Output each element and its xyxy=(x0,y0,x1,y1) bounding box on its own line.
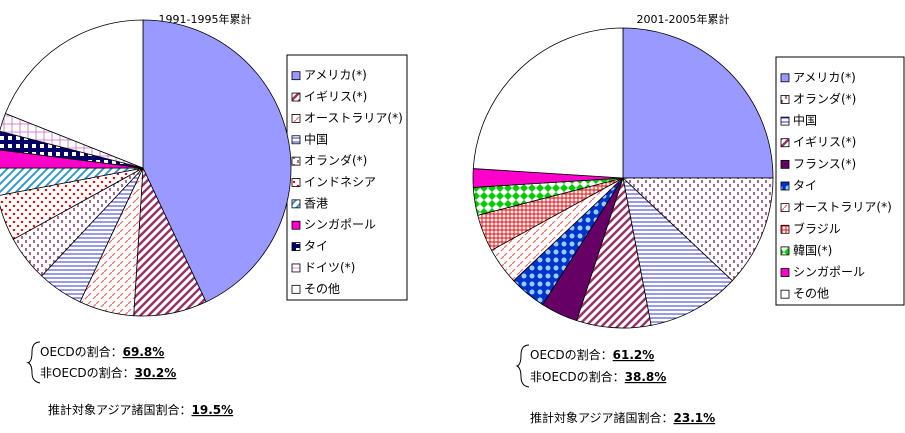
legend-label: インドネシア xyxy=(304,175,376,189)
legend-label: シンガポール xyxy=(304,218,376,232)
annotation: 非OECDの割合：30.2% xyxy=(40,365,176,380)
legend-swatch xyxy=(780,95,790,104)
legend-label: 中国 xyxy=(304,131,328,146)
pie-slice xyxy=(622,176,733,326)
annotation-value: 19.5% xyxy=(192,403,234,417)
legend-swatch xyxy=(291,178,301,187)
legend-swatch xyxy=(780,268,790,277)
legend-label: タイ xyxy=(793,179,817,193)
annotation-value: 23.1% xyxy=(674,411,716,425)
legend-label: その他 xyxy=(304,282,340,296)
legend-swatch xyxy=(780,246,790,256)
legend-swatch xyxy=(291,199,301,209)
legend-swatch xyxy=(780,116,790,126)
annotation: 非OECDの割合：38.8% xyxy=(530,369,666,384)
legend-label: ドイツ(*) xyxy=(304,260,355,274)
legend-swatch xyxy=(780,224,790,234)
pie-slice xyxy=(0,167,144,240)
legend-label: アメリカ(*) xyxy=(304,68,367,82)
legend-label: その他 xyxy=(793,287,829,301)
annotation-value: 30.2% xyxy=(135,366,177,380)
legend-box xyxy=(775,56,905,306)
pie-slice xyxy=(621,177,774,282)
legend-swatch xyxy=(291,263,301,273)
legend-label: タイ xyxy=(304,239,328,253)
legend-label: オーストラリア(*) xyxy=(793,200,892,214)
annotation: OECDの割合：61.2% xyxy=(530,347,654,362)
pie-slice xyxy=(472,27,624,179)
legend-box xyxy=(286,54,408,301)
annotation-value: 69.8% xyxy=(123,345,165,359)
brace xyxy=(515,344,530,388)
legend-label: イギリス(*) xyxy=(793,135,856,149)
annotation: 推計対象アジア諸国割合：19.5% xyxy=(48,402,233,417)
legend-label: 中国 xyxy=(793,113,817,128)
legend-swatch xyxy=(291,220,301,230)
pie-slice xyxy=(0,167,144,196)
annotation-label: 推計対象アジア諸国割合： xyxy=(48,402,192,417)
annotation: 推計対象アジア諸国割合：23.1% xyxy=(530,410,715,425)
legend-label: オーストラリア(*) xyxy=(304,111,403,125)
legend-label: オランダ(*) xyxy=(793,91,856,106)
annotation-label: OECDの割合： xyxy=(530,347,613,362)
legend-label: 香港 xyxy=(304,196,328,210)
legend-swatch xyxy=(780,289,790,299)
legend-swatch xyxy=(291,284,301,294)
legend-swatch xyxy=(780,181,790,191)
legend-label: シンガポール xyxy=(793,265,865,279)
annotation-value: 61.2% xyxy=(613,348,655,362)
legend-swatch xyxy=(291,242,301,251)
legend-label: 韓国(*) xyxy=(793,243,832,257)
annotation-label: 非OECDの割合： xyxy=(40,365,135,380)
legend-swatch xyxy=(291,71,301,81)
pie-slice xyxy=(622,27,774,179)
legend-swatch xyxy=(291,92,301,102)
chart-title: 2001-2005年累計 xyxy=(637,12,730,26)
chart-title: 1991-1995年累計 xyxy=(159,12,252,26)
pie-slice xyxy=(4,19,144,169)
legend-label: オランダ(*) xyxy=(304,153,367,168)
legend-swatch xyxy=(780,203,790,213)
legend-swatch xyxy=(780,73,790,83)
brace xyxy=(26,341,41,384)
legend-swatch xyxy=(780,138,790,148)
legend-swatch xyxy=(780,159,790,169)
legend-label: フランス(*) xyxy=(793,157,856,171)
legend-label: アメリカ(*) xyxy=(793,70,856,84)
legend-swatch xyxy=(291,135,301,145)
legend-swatch xyxy=(291,156,301,166)
annotation-label: 非OECDの割合： xyxy=(530,369,625,384)
legend-label: イギリス(*) xyxy=(304,90,367,104)
annotation: OECDの割合：69.8% xyxy=(40,344,164,359)
pie-slice xyxy=(142,19,292,303)
annotation-value: 38.8% xyxy=(625,370,667,384)
legend-swatch xyxy=(291,114,301,123)
legend-label: ブラジル xyxy=(793,221,841,236)
annotation-label: 推計対象アジア諸国割合： xyxy=(530,410,674,425)
annotation-label: OECDの割合： xyxy=(40,344,123,359)
